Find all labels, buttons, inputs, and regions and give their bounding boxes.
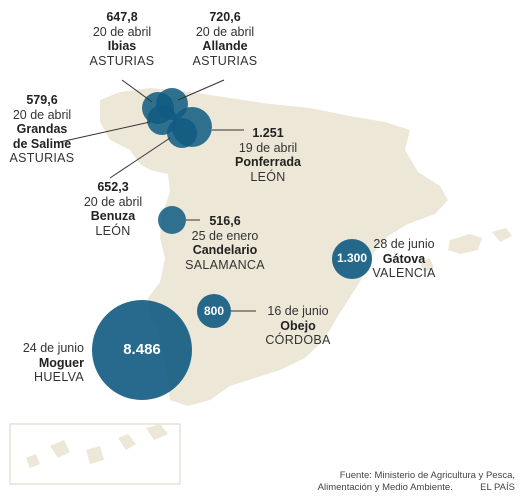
benuza-place: Benuza: [90, 209, 136, 223]
grandas-place-line1: Grandas: [16, 122, 68, 136]
moguer-value: 8.486: [123, 341, 161, 358]
obejo-place: Obejo: [280, 318, 316, 333]
ibias-province: ASTURIAS: [89, 53, 155, 68]
obejo-province: CÓRDOBA: [265, 333, 331, 347]
balearic-islands-shape: [448, 234, 482, 254]
canary-islands-shapes: [26, 424, 168, 468]
label-grandas: 579,6 20 de abril Grandas de Salime ASTU…: [2, 93, 82, 166]
grandas-place-line2: de Salime: [12, 136, 72, 151]
ponferrada-value: 1.251: [252, 126, 284, 140]
leader-benuza: [109, 137, 171, 179]
moguer-date: 24 de junio: [22, 341, 84, 355]
source-note: Fuente: Ministerio de Agricultura y Pesc…: [318, 470, 515, 494]
allande-province: ASTURIAS: [192, 53, 258, 68]
gatova-date: 28 de junio: [373, 237, 435, 251]
leader-grandas: [59, 121, 151, 143]
ponferrada-province: LEÓN: [250, 169, 286, 184]
ibias-date: 20 de abril: [92, 24, 152, 39]
moguer-province: HUELVA: [34, 370, 84, 384]
candelario-place: Candelario: [192, 243, 258, 257]
benuza-value: 652,3: [97, 180, 129, 194]
moguer-place: Moguer: [38, 355, 84, 370]
bubble-gatova: [332, 239, 372, 279]
ibias-place: Ibias: [107, 39, 137, 53]
allande-value: 720,6: [209, 10, 241, 24]
bubble-obejo: [197, 294, 231, 328]
label-allande: 720,6 20 de abril Allande ASTURIAS: [185, 10, 265, 68]
grandas-province: ASTURIAS: [9, 151, 75, 165]
label-candelario: 516,6 25 de enero Candelario SALAMANCA: [182, 214, 268, 272]
grandas-value: 579,6: [26, 93, 58, 107]
grandas-date: 20 de abril: [12, 107, 72, 122]
canary-inset-frame: [9, 423, 181, 485]
bubble-candelario: [158, 206, 186, 234]
label-benuza: 652,3 20 de abril Benuza LEÓN: [73, 180, 153, 238]
label-ibias: 647,8 20 de abril Ibias ASTURIAS: [82, 10, 162, 68]
leader-ibias: [121, 79, 153, 103]
obejo-date: 16 de junio: [267, 304, 329, 318]
allande-date: 20 de abril: [195, 24, 255, 39]
ibias-value: 647,8: [106, 10, 138, 24]
ponferrada-place: Ponferrada: [235, 155, 301, 169]
candelario-value: 516,6: [209, 214, 241, 228]
balearic-minorca-shape: [492, 228, 512, 242]
balearic-ibiza-shape: [420, 258, 434, 272]
allande-place: Allande: [202, 39, 248, 53]
label-gatova: 28 de junio Gátova VALENCIA: [364, 237, 444, 281]
gatova-place: Gátova: [382, 251, 426, 266]
source-line2: Alimentación y Medio Ambiente.: [317, 482, 453, 493]
candelario-date: 25 de enero: [191, 228, 259, 243]
gatova-province: VALENCIA: [372, 266, 436, 280]
ponferrada-date: 19 de abril: [238, 140, 298, 155]
label-obejo: 16 de junio Obejo CÓRDOBA: [258, 304, 338, 348]
label-moguer: 24 de junio Moguer HUELVA: [4, 341, 84, 385]
label-ponferrada: 1.251 19 de abril Ponferrada LEÓN: [228, 126, 308, 184]
bubble-benuza: [167, 118, 197, 148]
benuza-date: 20 de abril: [83, 194, 143, 209]
source-line1: Fuente: Ministerio de Agricultura y Pesc…: [339, 470, 515, 481]
spain-mainland-shape: [100, 88, 448, 406]
benuza-province: LEÓN: [95, 223, 131, 238]
bubble-moguer: [92, 300, 192, 400]
candelario-province: SALAMANCA: [185, 257, 265, 272]
obejo-value: 800: [203, 304, 225, 318]
credit: EL PAÍS: [480, 482, 515, 493]
gatova-value: 1.300: [336, 251, 368, 265]
source-line2-row: Alimentación y Medio Ambiente. EL PAÍS: [318, 482, 515, 494]
leader-allande: [177, 79, 225, 101]
